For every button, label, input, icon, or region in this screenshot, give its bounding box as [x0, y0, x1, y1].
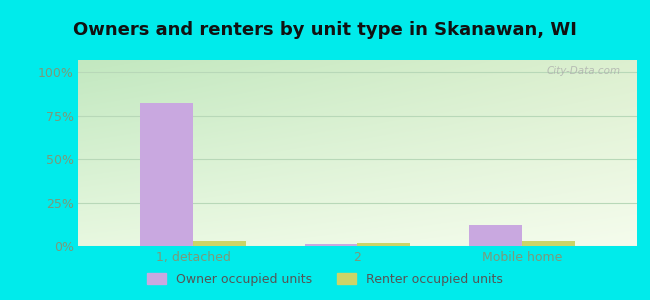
Bar [305, 244, 358, 246]
Text: City-Data.com: City-Data.com [546, 66, 620, 76]
Bar [469, 225, 522, 246]
Bar [522, 241, 575, 246]
Legend: Owner occupied units, Renter occupied units: Owner occupied units, Renter occupied un… [142, 268, 508, 291]
Bar [193, 241, 246, 246]
Text: Owners and renters by unit type in Skanawan, WI: Owners and renters by unit type in Skana… [73, 21, 577, 39]
Bar [358, 242, 410, 246]
Bar [140, 103, 193, 246]
